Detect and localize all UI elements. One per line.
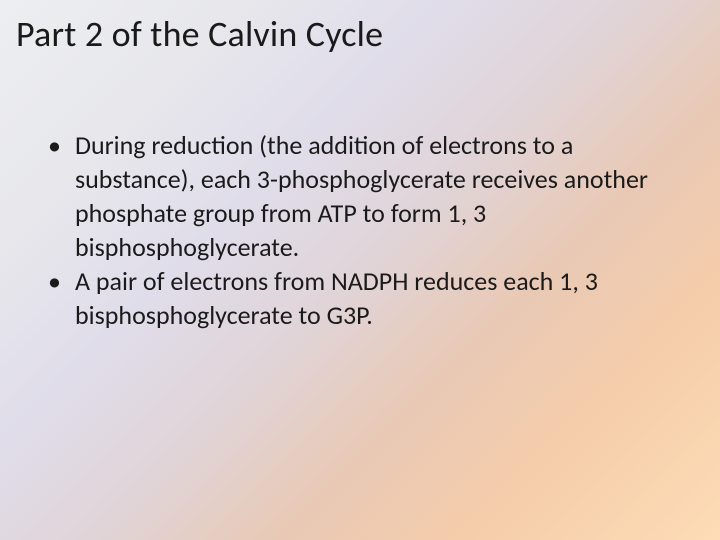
bullet-text: A pair of electrons from NADPH reduces e… <box>75 264 660 332</box>
slide: Part 2 of the Calvin Cycle • During redu… <box>0 0 720 540</box>
bullet-dot-icon: • <box>48 128 61 162</box>
bullet-item: • During reduction (the addition of elec… <box>48 128 660 264</box>
slide-title: Part 2 of the Calvin Cycle <box>16 12 383 56</box>
bullet-dot-icon: • <box>48 264 61 298</box>
bullet-text: During reduction (the addition of electr… <box>75 128 660 264</box>
slide-body: • During reduction (the addition of elec… <box>48 128 660 332</box>
bullet-item: • A pair of electrons from NADPH reduces… <box>48 264 660 332</box>
